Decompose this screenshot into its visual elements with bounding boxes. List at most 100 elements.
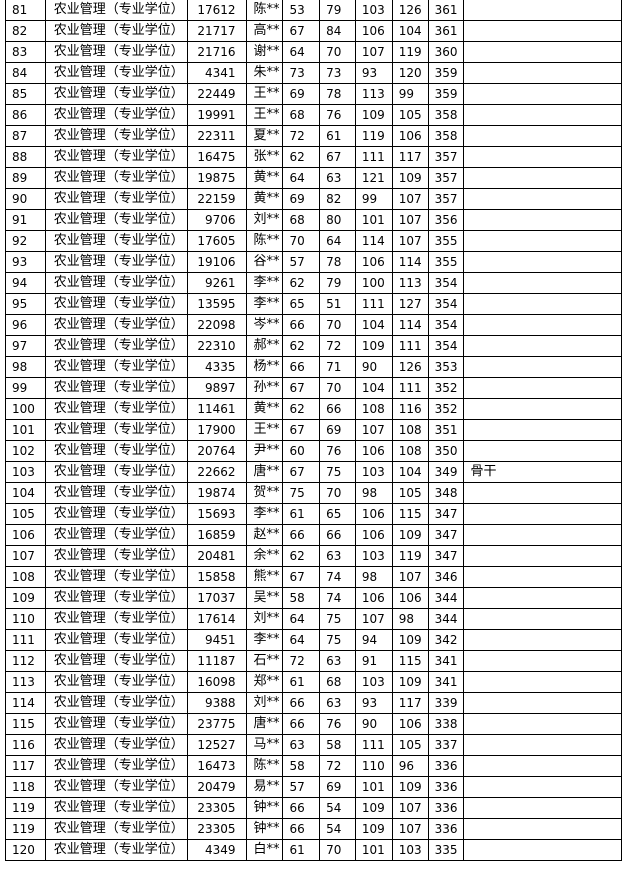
cell-score-subject-2: 111 [391,335,429,357]
cell-score-english: 76 [319,104,356,126]
cell-rank: 105 [5,503,46,525]
table-row: 115 农业管理（专业学位） 23775 唐** 66 76 90 106 338 [5,713,622,735]
cell-total-score: 344 [427,608,465,630]
cell-score-subject-2: 120 [391,62,429,84]
cell-name: 谷** [245,251,284,273]
cell-total-score: 335 [427,839,465,861]
cell-score-politics: 65 [282,293,321,315]
cell-score-politics: 64 [282,608,321,630]
cell-note [463,482,622,504]
cell-score-english: 73 [319,62,356,84]
cell-note [463,104,622,126]
cell-score-subject-2: 104 [391,20,429,42]
cell-score-politics: 62 [282,272,321,294]
table-row: 104 农业管理（专业学位） 19874 贺** 75 70 98 105 348 [5,482,622,504]
cell-score-english: 64 [319,230,356,252]
cell-score-subject-1: 106 [354,524,393,546]
cell-candidate-id: 21716 [186,41,247,63]
cell-score-subject-2: 108 [391,440,429,462]
cell-total-score: 346 [427,566,465,588]
cell-score-subject-1: 108 [354,398,393,420]
cell-score-subject-1: 106 [354,587,393,609]
cell-note [463,503,622,525]
cell-total-score: 354 [427,335,465,357]
cell-total-score: 336 [427,818,465,840]
cell-total-score: 356 [427,209,465,231]
cell-rank: 116 [5,734,46,756]
cell-name: 岑** [245,314,284,336]
cell-rank: 119 [5,797,46,819]
cell-total-score: 357 [427,188,465,210]
cell-major: 农业管理（专业学位） [44,167,188,189]
cell-score-subject-2: 115 [391,503,429,525]
table-row: 111 农业管理（专业学位） 9451 李** 64 75 94 109 342 [5,629,622,651]
cell-score-subject-2: 98 [391,608,429,630]
cell-score-subject-1: 106 [354,251,393,273]
cell-candidate-id: 9451 [186,629,247,651]
cell-name: 刘** [245,692,284,714]
cell-rank: 95 [5,293,46,315]
cell-total-score: 354 [427,293,465,315]
cell-score-subject-1: 104 [354,314,393,336]
cell-score-subject-2: 106 [391,587,429,609]
cell-total-score: 341 [427,671,465,693]
cell-candidate-id: 4341 [186,62,247,84]
cell-candidate-id: 16475 [186,146,247,168]
cell-total-score: 355 [427,251,465,273]
cell-rank: 109 [5,587,46,609]
cell-major: 农业管理（专业学位） [44,461,188,483]
cell-score-politics: 66 [282,524,321,546]
cell-name: 唐** [245,713,284,735]
table-row: 101 农业管理（专业学位） 17900 王** 67 69 107 108 351 [5,419,622,441]
cell-note [463,734,622,756]
cell-name: 郑** [245,671,284,693]
table-row: 92 农业管理（专业学位） 17605 陈** 70 64 114 107 355 [5,230,622,252]
cell-score-politics: 67 [282,377,321,399]
cell-score-subject-2: 105 [391,482,429,504]
cell-score-subject-1: 104 [354,377,393,399]
cell-score-subject-2: 127 [391,293,429,315]
cell-note [463,230,622,252]
table-row: 97 农业管理（专业学位） 22310 郝** 62 72 109 111 354 [5,335,622,357]
cell-note [463,419,622,441]
cell-rank: 117 [5,755,46,777]
cell-score-politics: 66 [282,713,321,735]
cell-score-english: 63 [319,650,356,672]
cell-score-subject-1: 107 [354,419,393,441]
cell-name: 杨** [245,356,284,378]
cell-total-score: 347 [427,545,465,567]
cell-name: 夏** [245,125,284,147]
cell-name: 王** [245,104,284,126]
table-row: 88 农业管理（专业学位） 16475 张** 62 67 111 117 357 [5,146,622,168]
cell-note [463,755,622,777]
cell-score-subject-2: 107 [391,797,429,819]
cell-candidate-id: 17605 [186,230,247,252]
cell-score-english: 58 [319,734,356,756]
cell-major: 农业管理（专业学位） [44,335,188,357]
cell-score-subject-1: 107 [354,608,393,630]
table-row: 110 农业管理（专业学位） 17614 刘** 64 75 107 98 344 [5,608,622,630]
cell-score-english: 70 [319,41,356,63]
cell-score-subject-2: 116 [391,398,429,420]
cell-rank: 115 [5,713,46,735]
cell-note [463,608,622,630]
cell-score-subject-1: 99 [354,188,393,210]
cell-rank: 88 [5,146,46,168]
cell-major: 农业管理（专业学位） [44,272,188,294]
cell-score-subject-2: 107 [391,230,429,252]
cell-major: 农业管理（专业学位） [44,62,188,84]
cell-name: 李** [245,503,284,525]
table-row: 116 农业管理（专业学位） 12527 马** 63 58 111 105 337 [5,734,622,756]
cell-major: 农业管理（专业学位） [44,0,188,21]
cell-note [463,293,622,315]
cell-total-score: 347 [427,503,465,525]
cell-score-english: 61 [319,125,356,147]
cell-score-politics: 67 [282,419,321,441]
cell-rank: 112 [5,650,46,672]
cell-rank: 99 [5,377,46,399]
cell-score-subject-2: 113 [391,272,429,294]
cell-score-subject-1: 90 [354,713,393,735]
cell-candidate-id: 20479 [186,776,247,798]
cell-note [463,272,622,294]
cell-score-politics: 64 [282,167,321,189]
